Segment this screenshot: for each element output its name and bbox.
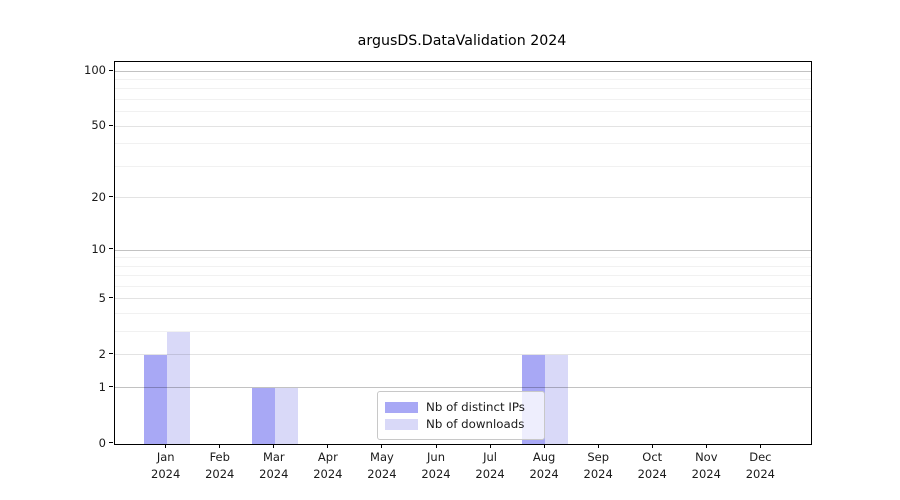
x-tick-mark (165, 444, 167, 448)
x-tick-mark (327, 444, 329, 448)
y-tick-label: 50 (91, 118, 106, 133)
bar-distinct-ips-mar (251, 387, 275, 444)
y-tick-label: 5 (98, 290, 106, 305)
gridline-minor (115, 313, 811, 315)
x-tick-mark (435, 444, 437, 448)
y-tick-label: 1 (98, 379, 106, 394)
x-tick-label: Jan 2024 (151, 450, 181, 481)
y-tick-label: 2 (98, 346, 106, 361)
gridline (115, 249, 811, 251)
bar-downloads-jan (166, 331, 190, 444)
legend-item-downloads: Nb of downloads (378, 417, 544, 431)
x-tick-mark (705, 444, 707, 448)
x-tick-label: Jun 2024 (421, 450, 451, 481)
x-tick-mark (651, 444, 653, 448)
y-tick-label: 0 (98, 435, 106, 450)
y-tick-mark (109, 69, 113, 71)
bar-downloads-mar (274, 387, 298, 444)
y-tick-mark (109, 297, 113, 299)
plot-area (114, 61, 812, 445)
x-tick-label: May 2024 (367, 450, 397, 481)
x-tick-label: Apr 2024 (313, 450, 343, 481)
x-tick-label: Jul 2024 (475, 450, 505, 481)
gridline-minor (115, 257, 811, 259)
x-tick-label: Oct 2024 (637, 450, 667, 481)
gridline-minor (115, 99, 811, 101)
gridline (115, 298, 811, 300)
gridline-minor (115, 88, 811, 90)
x-tick-label: Sep 2024 (583, 450, 613, 481)
x-tick-mark (543, 444, 545, 448)
gridline (115, 197, 811, 199)
x-tick-mark (759, 444, 761, 448)
gridline (115, 70, 811, 72)
x-tick-label: Aug 2024 (529, 450, 559, 481)
gridline (115, 354, 811, 356)
gridline-minor (115, 285, 811, 287)
gridline-minor (115, 275, 811, 277)
gridline-minor (115, 331, 811, 333)
gridline-minor (115, 165, 811, 167)
y-tick-mark (109, 386, 113, 388)
x-tick-mark (381, 444, 383, 448)
gridline (115, 387, 811, 389)
x-tick-mark (597, 444, 599, 448)
gridline-minor (115, 143, 811, 145)
gridline-minor (115, 78, 811, 80)
y-tick-mark (109, 442, 113, 443)
legend-swatch-distinct-ips (385, 401, 418, 413)
y-tick-label: 10 (91, 241, 106, 256)
x-tick-label: Dec 2024 (745, 450, 775, 481)
bar-distinct-ips-jan (143, 354, 167, 444)
x-tick-mark (219, 444, 221, 448)
y-tick-mark (109, 248, 113, 250)
y-tick-mark (109, 353, 113, 355)
x-tick-label: Mar 2024 (259, 450, 289, 481)
chart-title: argusDS.DataValidation 2024 (357, 33, 567, 49)
gridline-minor (115, 111, 811, 113)
y-tick-label: 100 (84, 63, 106, 78)
x-tick-label: Feb 2024 (205, 450, 235, 481)
legend-swatch-downloads (385, 418, 418, 430)
x-tick-mark (273, 444, 275, 448)
bar-downloads-aug (545, 354, 569, 444)
gridline-minor (115, 265, 811, 267)
legend: Nb of distinct IPs Nb of downloads (377, 391, 545, 440)
gridline (115, 125, 811, 127)
legend-label: Nb of distinct IPs (426, 400, 525, 414)
x-tick-label: Nov 2024 (691, 450, 721, 481)
y-tick-label: 20 (91, 189, 106, 204)
legend-label: Nb of downloads (426, 417, 525, 431)
x-tick-mark (489, 444, 491, 448)
legend-item-distinct-ips: Nb of distinct IPs (378, 400, 544, 414)
y-tick-mark (109, 196, 113, 198)
y-tick-mark (109, 124, 113, 126)
